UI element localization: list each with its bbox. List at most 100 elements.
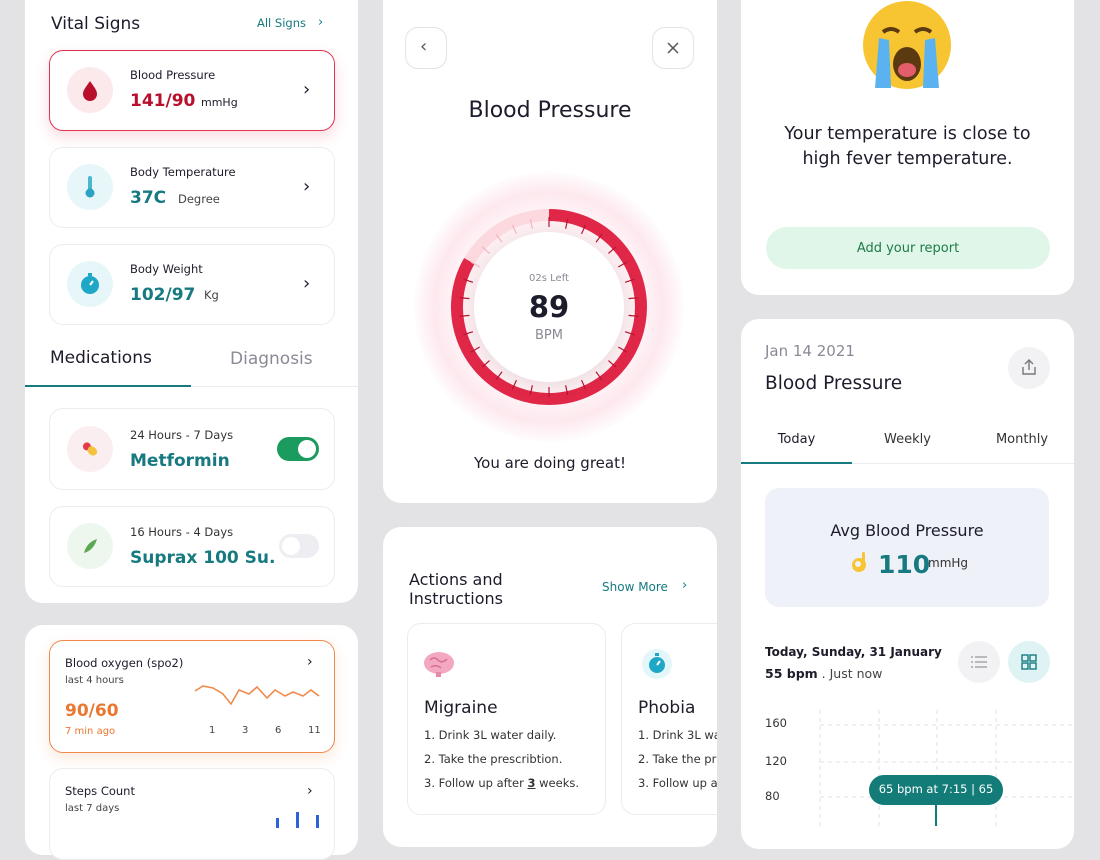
section-title: Vital Signs bbox=[51, 14, 141, 34]
vital-unit: Degree bbox=[178, 192, 220, 206]
button-label: Add your report bbox=[856, 241, 960, 256]
reading-date: Today, Sunday, 31 January bbox=[765, 645, 942, 659]
instruction-step: 2. Take the prescribtion. bbox=[424, 752, 563, 766]
toggle-off[interactable] bbox=[279, 534, 319, 558]
gauge-tick bbox=[511, 379, 518, 390]
gauge-tick bbox=[617, 261, 628, 268]
sparkline bbox=[194, 685, 320, 706]
gauge-tick bbox=[529, 385, 533, 396]
thermometer-icon bbox=[85, 176, 95, 198]
chevron: › bbox=[307, 654, 313, 670]
gauge-tick bbox=[595, 371, 603, 381]
date: Jan 14 2021 bbox=[765, 342, 855, 360]
link[interactable]: All Signs bbox=[257, 16, 306, 30]
tab-active[interactable]: Today bbox=[777, 432, 816, 447]
gauge-tick bbox=[495, 371, 503, 381]
y-tick-label: 80 bbox=[765, 789, 780, 803]
tab-divider bbox=[25, 386, 358, 387]
y-tick-label: 160 bbox=[765, 716, 787, 730]
medication-name: Suprax 100 Su. bbox=[130, 548, 276, 568]
gauge-tick bbox=[470, 346, 481, 353]
reading-time: . Just now bbox=[817, 666, 883, 681]
tab[interactable]: Monthly bbox=[995, 432, 1049, 447]
page: Health UI {"vital_signs":{"title":"Vital… bbox=[25, 0, 1074, 860]
instruction-step: 3. Follow up a bbox=[638, 776, 718, 790]
list-view-button[interactable] bbox=[958, 641, 1000, 683]
close-button[interactable] bbox=[652, 27, 694, 69]
link[interactable]: Show More bbox=[602, 580, 668, 594]
gauge-tick bbox=[624, 331, 635, 336]
gauge-value: 89 bbox=[528, 290, 570, 324]
gauge-tick bbox=[481, 360, 490, 368]
medication-name: Metformin bbox=[130, 451, 230, 471]
card-title: Steps Count bbox=[65, 784, 135, 798]
x-tick-label: 1 bbox=[209, 725, 216, 736]
tab[interactable]: Diagnosis bbox=[230, 349, 313, 369]
toggle-on[interactable] bbox=[277, 437, 319, 461]
tab-active[interactable]: Medications bbox=[50, 348, 152, 368]
vital-card[interactable] bbox=[49, 147, 335, 228]
medication-schedule: 24 Hours - 7 Days bbox=[130, 428, 234, 442]
ok-hand-icon bbox=[852, 552, 866, 572]
steps-bar bbox=[316, 815, 319, 828]
chevron: › bbox=[682, 578, 688, 593]
vital-value: 141/90 bbox=[130, 91, 196, 111]
oxygen-time: 7 min ago bbox=[65, 726, 116, 737]
gauge-tick bbox=[617, 346, 628, 353]
avg-card bbox=[765, 488, 1049, 607]
section-title: Actions and Instructions bbox=[409, 570, 503, 608]
gauge-tick bbox=[565, 385, 569, 396]
chart-grid bbox=[819, 710, 1074, 826]
share-button[interactable] bbox=[1008, 347, 1050, 389]
medication-schedule: 16 Hours - 4 Days bbox=[130, 525, 234, 539]
gauge bbox=[450, 209, 647, 405]
steps-card[interactable] bbox=[49, 768, 335, 860]
gauge-tick bbox=[565, 218, 569, 229]
step-text: weeks. bbox=[535, 776, 580, 790]
report-button[interactable]: Add your report bbox=[766, 227, 1050, 269]
oxygen-value: 90/60 bbox=[65, 701, 119, 721]
vital-value: 102/97 bbox=[130, 285, 196, 305]
card-subtitle: last 4 hours bbox=[65, 675, 124, 686]
tab[interactable]: Weekly bbox=[884, 432, 931, 447]
x-tick-label: 6 bbox=[275, 725, 282, 736]
detail-title: Blood Pressure bbox=[468, 98, 632, 123]
chevron: › bbox=[303, 79, 311, 100]
instruction-step: 3. Follow up after 3 weeks. bbox=[424, 776, 580, 790]
pill-icon bbox=[82, 442, 98, 456]
steps-bar bbox=[296, 812, 299, 828]
gauge-tick bbox=[495, 233, 503, 243]
gauge-tick bbox=[459, 296, 470, 300]
instruction-title: Phobia bbox=[638, 698, 696, 718]
back-button[interactable]: ‹ bbox=[405, 27, 447, 69]
chevron: › bbox=[303, 176, 311, 197]
gutter bbox=[717, 527, 741, 826]
y-tick-label: 120 bbox=[765, 754, 787, 768]
step-count: 3 bbox=[527, 776, 536, 790]
oxygen-card[interactable] bbox=[49, 640, 335, 753]
grid-view-button[interactable] bbox=[1008, 641, 1050, 683]
avg-unit: mmHg bbox=[928, 556, 969, 570]
instruction-title: Migraine bbox=[424, 698, 498, 718]
panel-title: Blood Pressure bbox=[765, 373, 903, 394]
vital-unit: Kg bbox=[204, 288, 219, 302]
drop-icon bbox=[83, 81, 97, 101]
gauge-unit: BPM bbox=[535, 328, 563, 343]
vital-card[interactable] bbox=[49, 244, 335, 325]
instruction-step: 2. Take the pr bbox=[638, 752, 717, 766]
herb-icon bbox=[84, 539, 97, 553]
chevron: › bbox=[307, 783, 313, 799]
gauge-tick bbox=[628, 296, 639, 300]
tooltip-text: 65 bpm at 7:15 | 65 bbox=[878, 782, 994, 796]
chevron: › bbox=[303, 273, 311, 294]
vital-unit: mmHg bbox=[201, 96, 238, 109]
chevron: › bbox=[318, 15, 324, 30]
gauge-tick bbox=[470, 261, 481, 268]
tab-underline bbox=[25, 385, 191, 387]
step-text: 3. Follow up after bbox=[424, 776, 528, 790]
steps-bar bbox=[276, 818, 279, 828]
avg-label: Avg Blood Pressure bbox=[830, 521, 984, 540]
gauge-tick bbox=[624, 278, 635, 283]
gauge-tick bbox=[580, 379, 587, 390]
vital-label: Body Temperature bbox=[130, 165, 236, 179]
